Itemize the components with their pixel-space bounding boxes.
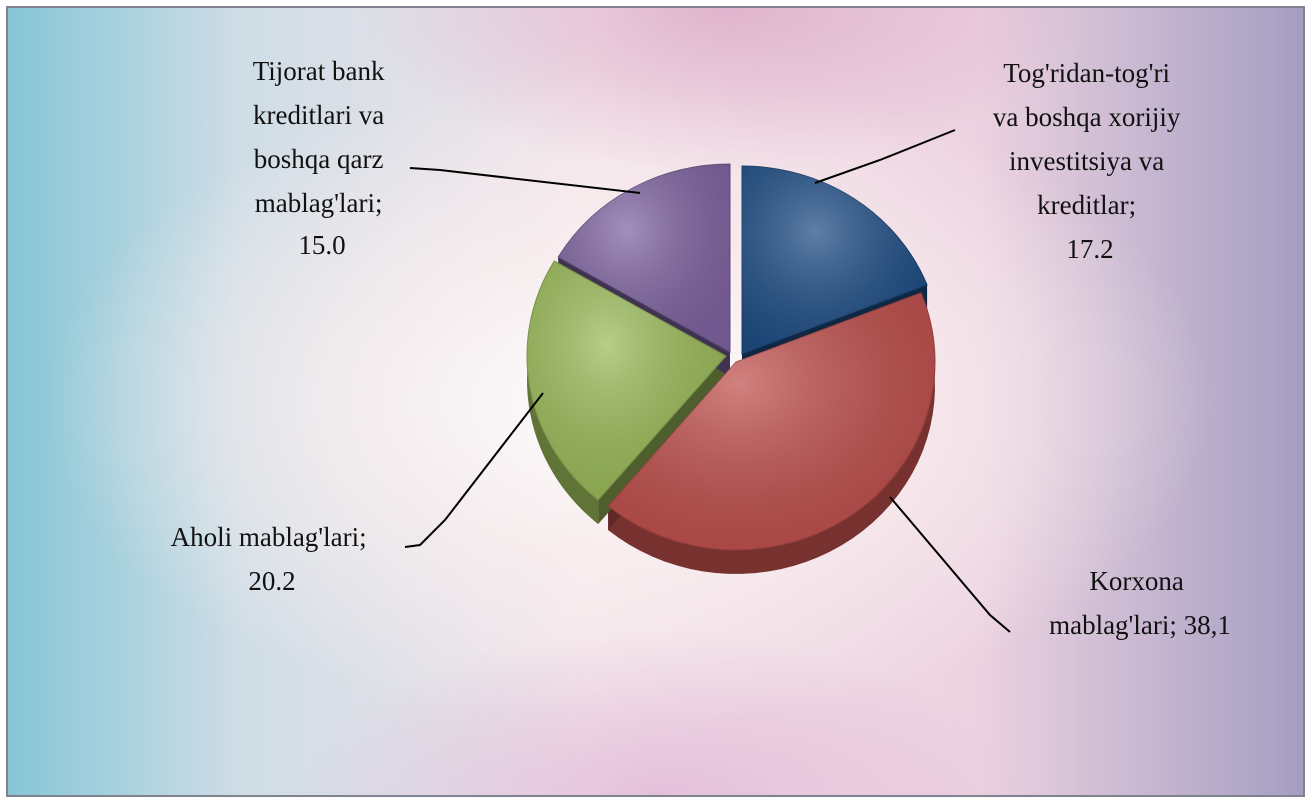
slice-label-1: Korxona mablag'lari; 38,1 xyxy=(1049,566,1231,640)
leader-line-1 xyxy=(889,496,1011,633)
leader-line-2 xyxy=(404,392,544,548)
slice-label-3: Tijorat bank kreditlari va boshqa qarz m… xyxy=(253,56,392,260)
slice-gloss-2 xyxy=(527,261,726,501)
leader-line-3 xyxy=(409,167,641,194)
slice-side-1 xyxy=(608,292,935,574)
slice-gloss-1 xyxy=(608,292,936,550)
slice-gloss-0 xyxy=(742,166,928,354)
slice-side-2 xyxy=(527,261,599,525)
chart-area xyxy=(6,6,1305,797)
slice-gloss-3 xyxy=(558,164,730,352)
slice-label-0: Tog'ridan-tog'ri va boshqa xorijiy inves… xyxy=(993,58,1187,264)
slice-label-2: Aholi mablag'lari; 20.2 xyxy=(171,522,374,596)
leader-line-0 xyxy=(814,129,956,184)
